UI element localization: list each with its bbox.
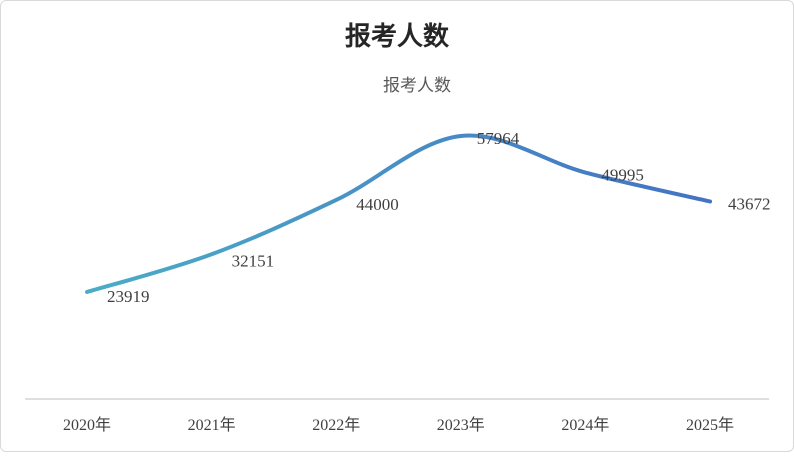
data-label: 49995: [601, 166, 644, 185]
x-tick-label: 2020年: [63, 416, 111, 434]
data-label: 23919: [107, 287, 150, 306]
x-tick-label: 2025年: [686, 416, 734, 434]
data-label: 44000: [356, 195, 399, 214]
series-line-报考人数: [85, 133, 712, 294]
x-tick-label: 2023年: [437, 416, 485, 434]
legend-label: 报考人数: [383, 76, 451, 95]
x-tick-label: 2022年: [312, 416, 360, 434]
chart-title: 报考人数: [345, 21, 450, 51]
data-labels: 23919 32151 44000 57964 49995 43672: [107, 129, 771, 306]
data-label: 57964: [477, 129, 520, 148]
x-axis-tick-labels: 2020年 2021年 2022年 2023年 2024年 2025年: [63, 416, 734, 434]
x-tick-label: 2021年: [188, 416, 236, 434]
data-label: 43672: [728, 194, 771, 213]
x-tick-label: 2024年: [561, 416, 609, 434]
data-label: 32151: [232, 251, 275, 270]
legend: 报考人数: [334, 76, 451, 95]
